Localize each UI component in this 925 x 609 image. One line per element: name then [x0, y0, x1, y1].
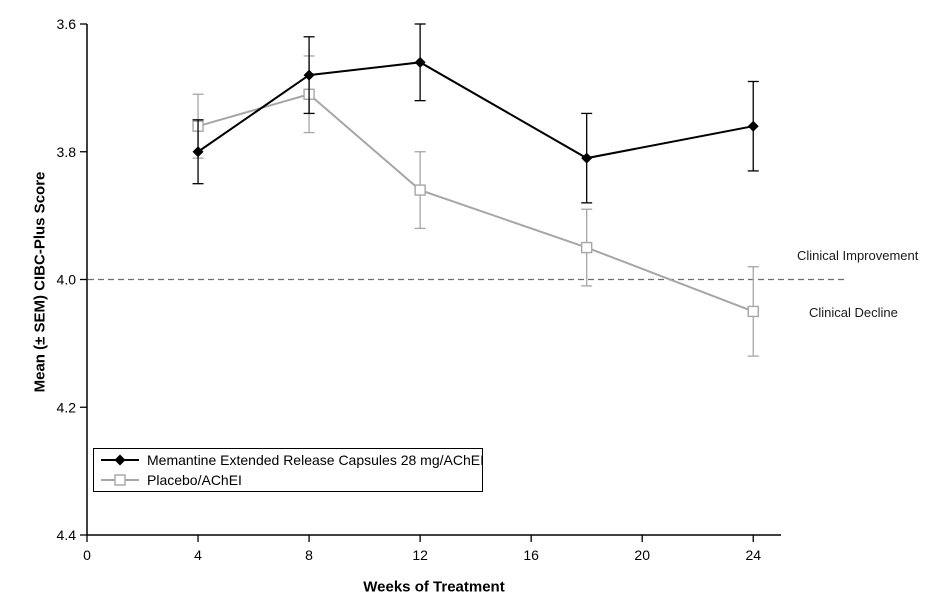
series-line [197, 61, 754, 160]
x-tick-label: 4 [194, 547, 202, 563]
x-tick-label: 20 [634, 547, 650, 563]
x-tick-label: 16 [523, 547, 539, 563]
data-point-diamond [414, 56, 426, 68]
legend: Memantine Extended Release Capsules 28 m… [93, 448, 484, 492]
data-point-square [580, 241, 593, 254]
x-tick-label: 24 [745, 547, 761, 563]
y-tick-label: 4.2 [57, 399, 77, 415]
data-point-diamond [192, 146, 204, 158]
y-axis-title: Mean (± SEM) CIBC-Plus Score [31, 171, 49, 393]
open-square-marker-icon [101, 474, 139, 486]
data-point-diamond [303, 69, 315, 81]
x-tick-label: 0 [83, 547, 91, 563]
clinical-improvement-annotation: Clinical Improvement [797, 248, 919, 263]
clinical-decline-annotation: Clinical Decline [809, 305, 898, 320]
legend-item-placebo: Placebo/AChEI [100, 470, 478, 489]
legend-label-placebo: Placebo/AChEI [147, 471, 242, 488]
legend-label-memantine: Memantine Extended Release Capsules 28 m… [147, 452, 484, 469]
x-tick-label: 8 [305, 547, 313, 563]
y-tick-label: 3.8 [57, 144, 77, 160]
y-tick-label: 4.4 [57, 527, 77, 543]
data-point-diamond [581, 152, 593, 164]
filled-diamond-marker-icon [101, 454, 139, 466]
x-tick-label: 12 [412, 547, 428, 563]
y-tick-label: 3.6 [57, 16, 77, 32]
legend-item-memantine: Memantine Extended Release Capsules 28 m… [100, 451, 484, 470]
x-axis-title: Weeks of Treatment [363, 578, 505, 596]
y-tick-label: 4.0 [57, 272, 77, 288]
data-point-diamond [747, 120, 759, 132]
data-point-square [747, 305, 759, 318]
data-point-square [414, 184, 426, 196]
